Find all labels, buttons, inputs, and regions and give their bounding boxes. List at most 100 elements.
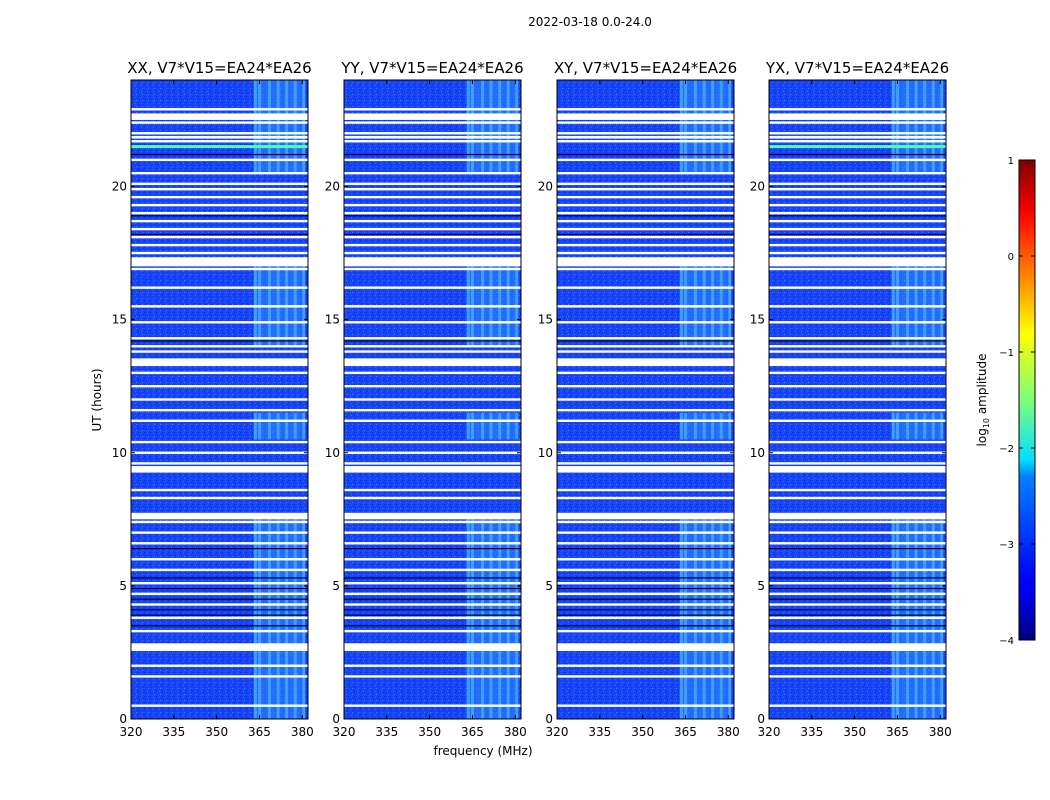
colorbar: 10−1−2−3−4 log10 amplitude — [975, 156, 1036, 647]
colorbar-label-sub: 10 — [982, 418, 991, 428]
flagged-row — [131, 664, 308, 667]
flagged-row — [769, 251, 946, 255]
dark-row — [769, 587, 946, 590]
flagged-gap — [557, 513, 734, 520]
flagged-row — [131, 350, 308, 353]
flagged-row — [769, 496, 946, 500]
dark-row — [344, 548, 521, 550]
flagged-gap — [131, 258, 308, 267]
flagged-row — [557, 531, 734, 534]
flagged-row — [344, 132, 521, 135]
y-tick-label: 0 — [332, 712, 340, 726]
rfi-column — [728, 412, 732, 440]
dark-row — [344, 233, 521, 236]
flagged-gap — [557, 258, 734, 267]
flagged-row — [557, 371, 734, 375]
flagged-gap — [769, 466, 946, 472]
rfi-column — [914, 412, 918, 440]
y-tick-label: 5 — [332, 579, 340, 593]
flagged-row — [557, 211, 734, 215]
rfi-column — [481, 80, 485, 174]
dark-row — [344, 153, 521, 156]
flagged-row — [344, 568, 521, 572]
flagged-row — [131, 488, 308, 492]
rfi-column — [302, 80, 306, 174]
flagged-row — [769, 350, 946, 353]
y-tick-label: 15 — [325, 313, 340, 327]
x-tick-label: 380 — [504, 725, 527, 739]
flagged-row — [769, 321, 946, 324]
dark-row — [344, 587, 521, 590]
x-tick-label: 335 — [588, 725, 611, 739]
flagged-row — [557, 158, 734, 162]
dark-row — [131, 625, 308, 627]
colorbar-label: log10 amplitude — [975, 354, 991, 447]
flagged-row — [769, 629, 946, 633]
rfi-column — [489, 519, 493, 719]
colorbar-gradient — [1018, 159, 1036, 641]
x-tick-label: 350 — [418, 725, 441, 739]
dark-row — [344, 625, 521, 627]
flagged-gap — [557, 135, 734, 139]
panel-title: XY, V7*V15=EA24*EA26 — [554, 59, 737, 77]
flagged-row — [769, 419, 946, 422]
flagged-row — [344, 195, 521, 199]
rfi-column — [466, 519, 470, 719]
rfi-column — [515, 519, 519, 719]
rfi-column — [931, 412, 935, 440]
x-tick-label: 335 — [375, 725, 398, 739]
flagged-row — [131, 558, 308, 561]
spectrogram-panel-3: XY, V7*V15=EA24*EA26 320 335 350 365 380 0 5 10 1… — [538, 59, 740, 739]
rfi-column — [466, 80, 470, 174]
flagged-row — [131, 337, 308, 340]
dark-row — [131, 153, 308, 156]
flagged-row — [557, 629, 734, 633]
x-tick-label: 320 — [120, 725, 143, 739]
dark-row — [769, 625, 946, 627]
rfi-column — [711, 412, 715, 440]
flagged-row — [557, 132, 734, 135]
flagged-row — [344, 616, 521, 620]
rfi-line — [769, 145, 946, 149]
flagged-row — [344, 211, 521, 215]
flagged-row — [344, 462, 521, 465]
flagged-row — [131, 398, 308, 401]
flagged-row — [557, 582, 734, 585]
flagged-row — [557, 345, 734, 348]
flagged-row — [131, 182, 308, 186]
rfi-column — [489, 412, 493, 440]
rfi-column — [293, 80, 297, 174]
y-tick-label: 10 — [538, 446, 553, 460]
flagged-row — [344, 542, 521, 545]
flagged-row — [344, 704, 521, 707]
rfi-column — [679, 519, 683, 719]
y-tick-label: 15 — [750, 313, 765, 327]
flagged-row — [769, 211, 946, 215]
flagged-row — [769, 451, 946, 454]
flagged-row — [557, 140, 734, 143]
dark-row — [557, 598, 734, 600]
rfi-column — [506, 80, 510, 174]
flagged-row — [557, 558, 734, 561]
rfi-column — [931, 80, 935, 174]
x-axis-label: frequency (MHz) — [433, 744, 532, 758]
rfi-column — [906, 80, 910, 174]
colorbar-label-main: log — [975, 428, 989, 446]
flagged-gap — [557, 466, 734, 472]
rfi-column — [719, 80, 723, 174]
rfi-column — [923, 412, 927, 440]
flagged-row — [131, 203, 308, 207]
rfi-column — [906, 412, 910, 440]
flagged-row — [131, 542, 308, 545]
dark-row — [131, 233, 308, 236]
rfi-column — [258, 80, 262, 174]
flagged-row — [557, 592, 734, 596]
flagged-row — [769, 675, 946, 678]
flagged-row — [557, 286, 734, 289]
dark-row — [557, 548, 734, 550]
flagged-row — [131, 227, 308, 231]
y-tick-label: 10 — [750, 446, 765, 460]
dark-row — [131, 609, 308, 611]
flagged-row — [131, 171, 308, 175]
flagged-gap — [131, 466, 308, 472]
